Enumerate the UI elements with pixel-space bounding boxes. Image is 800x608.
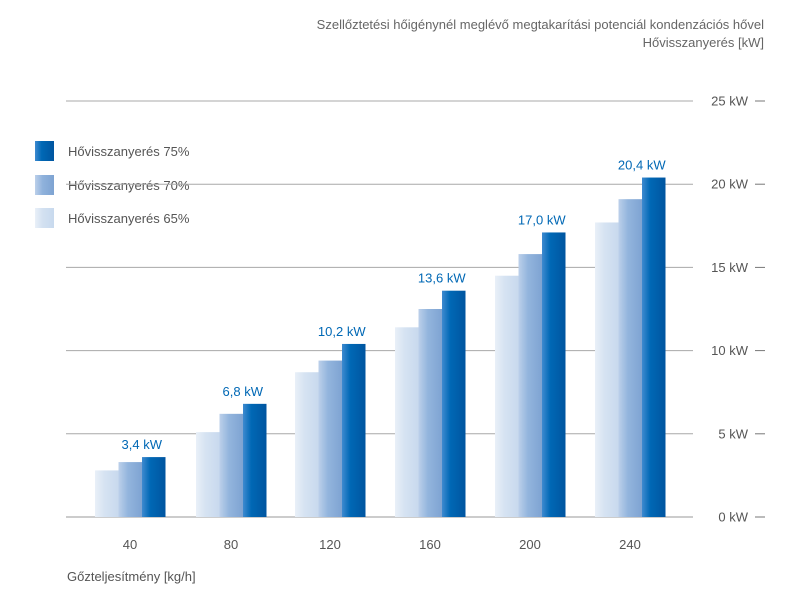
- bar-65-80: [196, 432, 220, 517]
- legend-label-65: Hővisszanyerés 65%: [68, 210, 190, 226]
- bar-70-40: [118, 462, 142, 517]
- y-tick-label: 10 kW: [711, 343, 749, 358]
- data-label: 17,0 kW: [518, 212, 566, 227]
- bar-65-120: [295, 372, 319, 517]
- y-tick-label: 5 kW: [718, 426, 748, 441]
- y-tick-label: 25 kW: [711, 94, 749, 109]
- data-label: 20,4 kW: [618, 158, 666, 173]
- data-label: 10,2 kW: [318, 324, 366, 339]
- bar-75-240: [642, 177, 666, 517]
- bar-65-160: [395, 327, 419, 517]
- legend-swatch-75: [35, 141, 54, 161]
- data-label: 13,6 kW: [418, 271, 466, 286]
- y-tick-label: 20 kW: [711, 177, 749, 192]
- chart-title: Szellőztetési hőigénynél meglévő megtaka…: [316, 17, 764, 32]
- bar-65-40: [95, 470, 119, 517]
- chart-title-block: Szellőztetési hőigénynél meglévő megtaka…: [317, 16, 764, 52]
- bar-65-200: [495, 275, 519, 517]
- x-tick-label: 80: [224, 537, 238, 552]
- legend-item-65: Hővisszanyerés 65%: [35, 208, 189, 228]
- bar-75-200: [542, 232, 566, 517]
- x-tick-label: 120: [319, 537, 341, 552]
- x-tick-label: 240: [619, 537, 641, 552]
- bar-75-160: [442, 290, 466, 517]
- legend-label-75: Hővisszanyerés 75%: [68, 143, 190, 159]
- legend-item-70: Hővisszanyerés 70%: [35, 175, 189, 195]
- data-label: 6,8 kW: [223, 384, 264, 399]
- bar-70-80: [219, 413, 243, 517]
- legend-label-70: Hővisszanyerés 70%: [68, 177, 190, 193]
- bar-75-80: [243, 403, 267, 517]
- y-tick-label: 0 kW: [718, 510, 748, 525]
- bar-70-240: [618, 199, 642, 517]
- data-label: 3,4 kW: [122, 437, 163, 452]
- bar-70-120: [318, 360, 342, 517]
- chart-subtitle: Hővisszanyerés [kW]: [642, 35, 764, 50]
- x-tick-label: 160: [419, 537, 441, 552]
- bar-70-160: [418, 309, 442, 517]
- bar-70-200: [518, 254, 542, 517]
- x-axis-title: Gőzteljesítmény [kg/h]: [67, 569, 196, 584]
- y-tick-label: 15 kW: [711, 260, 749, 275]
- bar-75-120: [342, 343, 366, 517]
- x-tick-label: 40: [123, 537, 137, 552]
- legend-swatch-65: [35, 208, 54, 228]
- legend-item-75: Hővisszanyerés 75%: [35, 141, 189, 161]
- x-tick-label: 200: [519, 537, 541, 552]
- legend-swatch-70: [35, 175, 54, 195]
- bar-65-240: [595, 222, 619, 518]
- bar-75-40: [142, 457, 166, 517]
